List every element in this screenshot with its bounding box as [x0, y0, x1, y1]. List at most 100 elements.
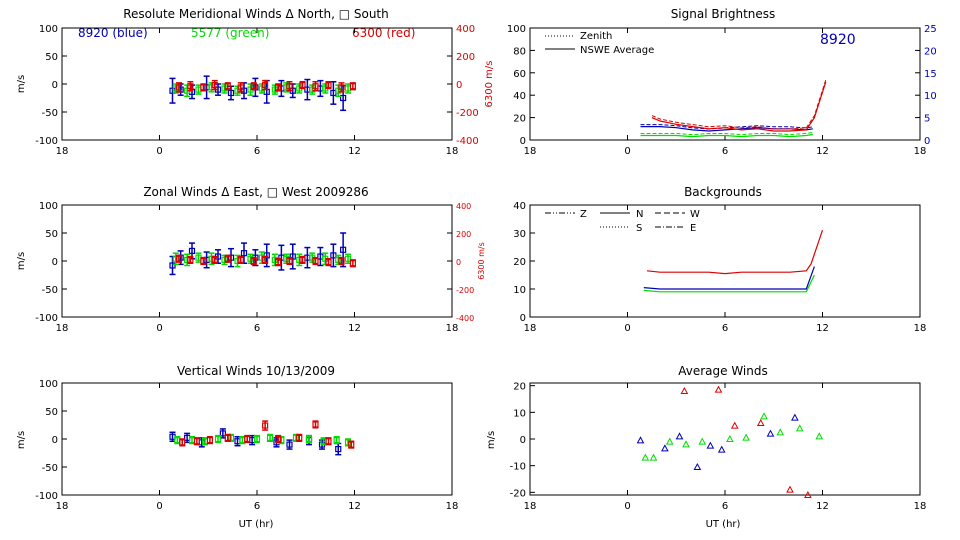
y-tick-label: -20	[510, 488, 526, 499]
data-point-6300	[175, 84, 183, 91]
data-point-8920	[766, 429, 775, 437]
data-point-6300	[211, 82, 218, 89]
series-line-6300	[651, 81, 827, 132]
meridional-title: Resolute Meridional Winds Δ North, □ Sou…	[123, 7, 389, 21]
y-tick-label: 0	[520, 136, 526, 147]
data-point-8920	[706, 441, 715, 449]
x-tick-label: 18	[914, 501, 927, 512]
data-point-6300	[312, 421, 319, 428]
legend-n: N	[636, 209, 643, 220]
data-point-6300	[193, 438, 200, 445]
data-point-5577	[214, 435, 222, 443]
legend-e: E	[690, 223, 696, 234]
legend-average: NSWE Average	[580, 45, 654, 56]
y-tick-label: 0	[52, 80, 58, 91]
y-tick-label: 0	[520, 313, 526, 324]
y-tick-label: 100	[39, 379, 58, 390]
y-tick-label: 10	[513, 285, 526, 296]
data-point-8920	[227, 89, 235, 97]
y2-tick-label: 20	[924, 46, 937, 57]
data-point-6300	[250, 257, 257, 265]
legend-5577: 5577 (green)	[191, 26, 269, 40]
data-point-6300	[262, 256, 269, 263]
data-point-8920	[169, 262, 176, 269]
data-point-5577	[253, 435, 261, 443]
panel-zonal: Zonal Winds Δ East, □ West 2009286 m/s 6…	[16, 185, 486, 280]
y2-tick-label: 15	[924, 69, 937, 80]
data-point-6300	[224, 255, 231, 262]
legend-zenith: Zenith	[580, 31, 612, 42]
brightness-title: Signal Brightness	[671, 7, 776, 21]
x-tick-label: 0	[624, 323, 630, 334]
data-point-6300	[299, 82, 306, 89]
series-line-8920-dashed	[640, 124, 813, 130]
data-point-6300	[200, 257, 207, 265]
data-point-6300	[211, 256, 218, 263]
data-point-8920	[240, 250, 248, 257]
data-point-8920	[636, 436, 645, 444]
panel-brightness: Signal Brightness Zenith NSWE Average 89…	[545, 7, 856, 56]
data-point-6300	[299, 256, 306, 263]
x-tick-label: 6	[254, 501, 260, 512]
x-tick-label: 18	[524, 323, 537, 334]
data-point-5577	[698, 437, 707, 445]
data-point-5577	[649, 453, 658, 461]
y-tick-label: 100	[39, 24, 58, 35]
data-point-6300	[262, 422, 269, 429]
y-tick-label: 60	[513, 69, 526, 80]
x-tick-label: 18	[524, 146, 537, 157]
panel-average: Average Winds m/s UT (hr)	[486, 364, 768, 530]
x-tick-label: 0	[624, 146, 630, 157]
x-tick-label: 12	[816, 323, 829, 334]
plot-frame	[61, 27, 453, 141]
y-tick-label: 0	[520, 435, 526, 446]
x-tick-label: 18	[914, 146, 927, 157]
y-tick-label: 10	[513, 408, 526, 419]
data-point-6300	[338, 84, 345, 91]
x-tick-label: 6	[254, 146, 260, 157]
data-point-6300	[325, 82, 332, 89]
data-point-8920	[340, 94, 347, 102]
y2-tick-label: 10	[924, 91, 937, 102]
data-point-6300	[730, 421, 739, 429]
x-tick-label: 6	[254, 323, 260, 334]
data-point-6300	[325, 259, 332, 266]
data-point-6300	[250, 83, 257, 90]
y2-tick-label: 400	[456, 202, 471, 211]
x-tick-label: 18	[56, 501, 69, 512]
data-point-5577	[726, 434, 734, 442]
data-point-6300	[224, 434, 231, 441]
x-tick-label: 12	[348, 501, 361, 512]
y-tick-label: -10	[510, 462, 526, 473]
y-tick-label: 20	[513, 114, 526, 125]
x-tick-label: 18	[446, 323, 459, 334]
vertical-title: Vertical Winds 10/13/2009	[177, 364, 335, 378]
y2-tick-label: -200	[456, 108, 479, 119]
data-point-5577	[641, 453, 650, 461]
data-point-6300	[286, 257, 293, 265]
x-tick-label: 18	[524, 501, 537, 512]
data-point-8920	[335, 445, 342, 453]
data-point-5577	[742, 433, 750, 441]
data-point-6300	[175, 255, 183, 262]
x-tick-label: 12	[816, 501, 829, 512]
y-tick-label: 0	[52, 435, 58, 446]
y-tick-label: 30	[513, 229, 526, 240]
y2-tick-label: 0	[456, 258, 461, 267]
y-tick-label: 40	[513, 201, 526, 212]
data-point-8920	[340, 246, 347, 253]
y-tick-label: -50	[42, 285, 58, 296]
x-tick-label: 6	[722, 501, 728, 512]
data-point-6300	[237, 84, 244, 91]
data-point-6300	[348, 441, 355, 448]
data-point-6300	[325, 438, 332, 445]
x-tick-label: 0	[156, 146, 162, 157]
y-tick-label: -100	[35, 313, 58, 324]
x-tick-label: 18	[56, 323, 69, 334]
series-line-5577	[643, 274, 815, 293]
y-tick-label: 100	[507, 24, 526, 35]
vertical-ylabel: m/s	[16, 431, 27, 449]
data-point-8920	[717, 445, 726, 453]
data-point-8920	[286, 441, 293, 448]
